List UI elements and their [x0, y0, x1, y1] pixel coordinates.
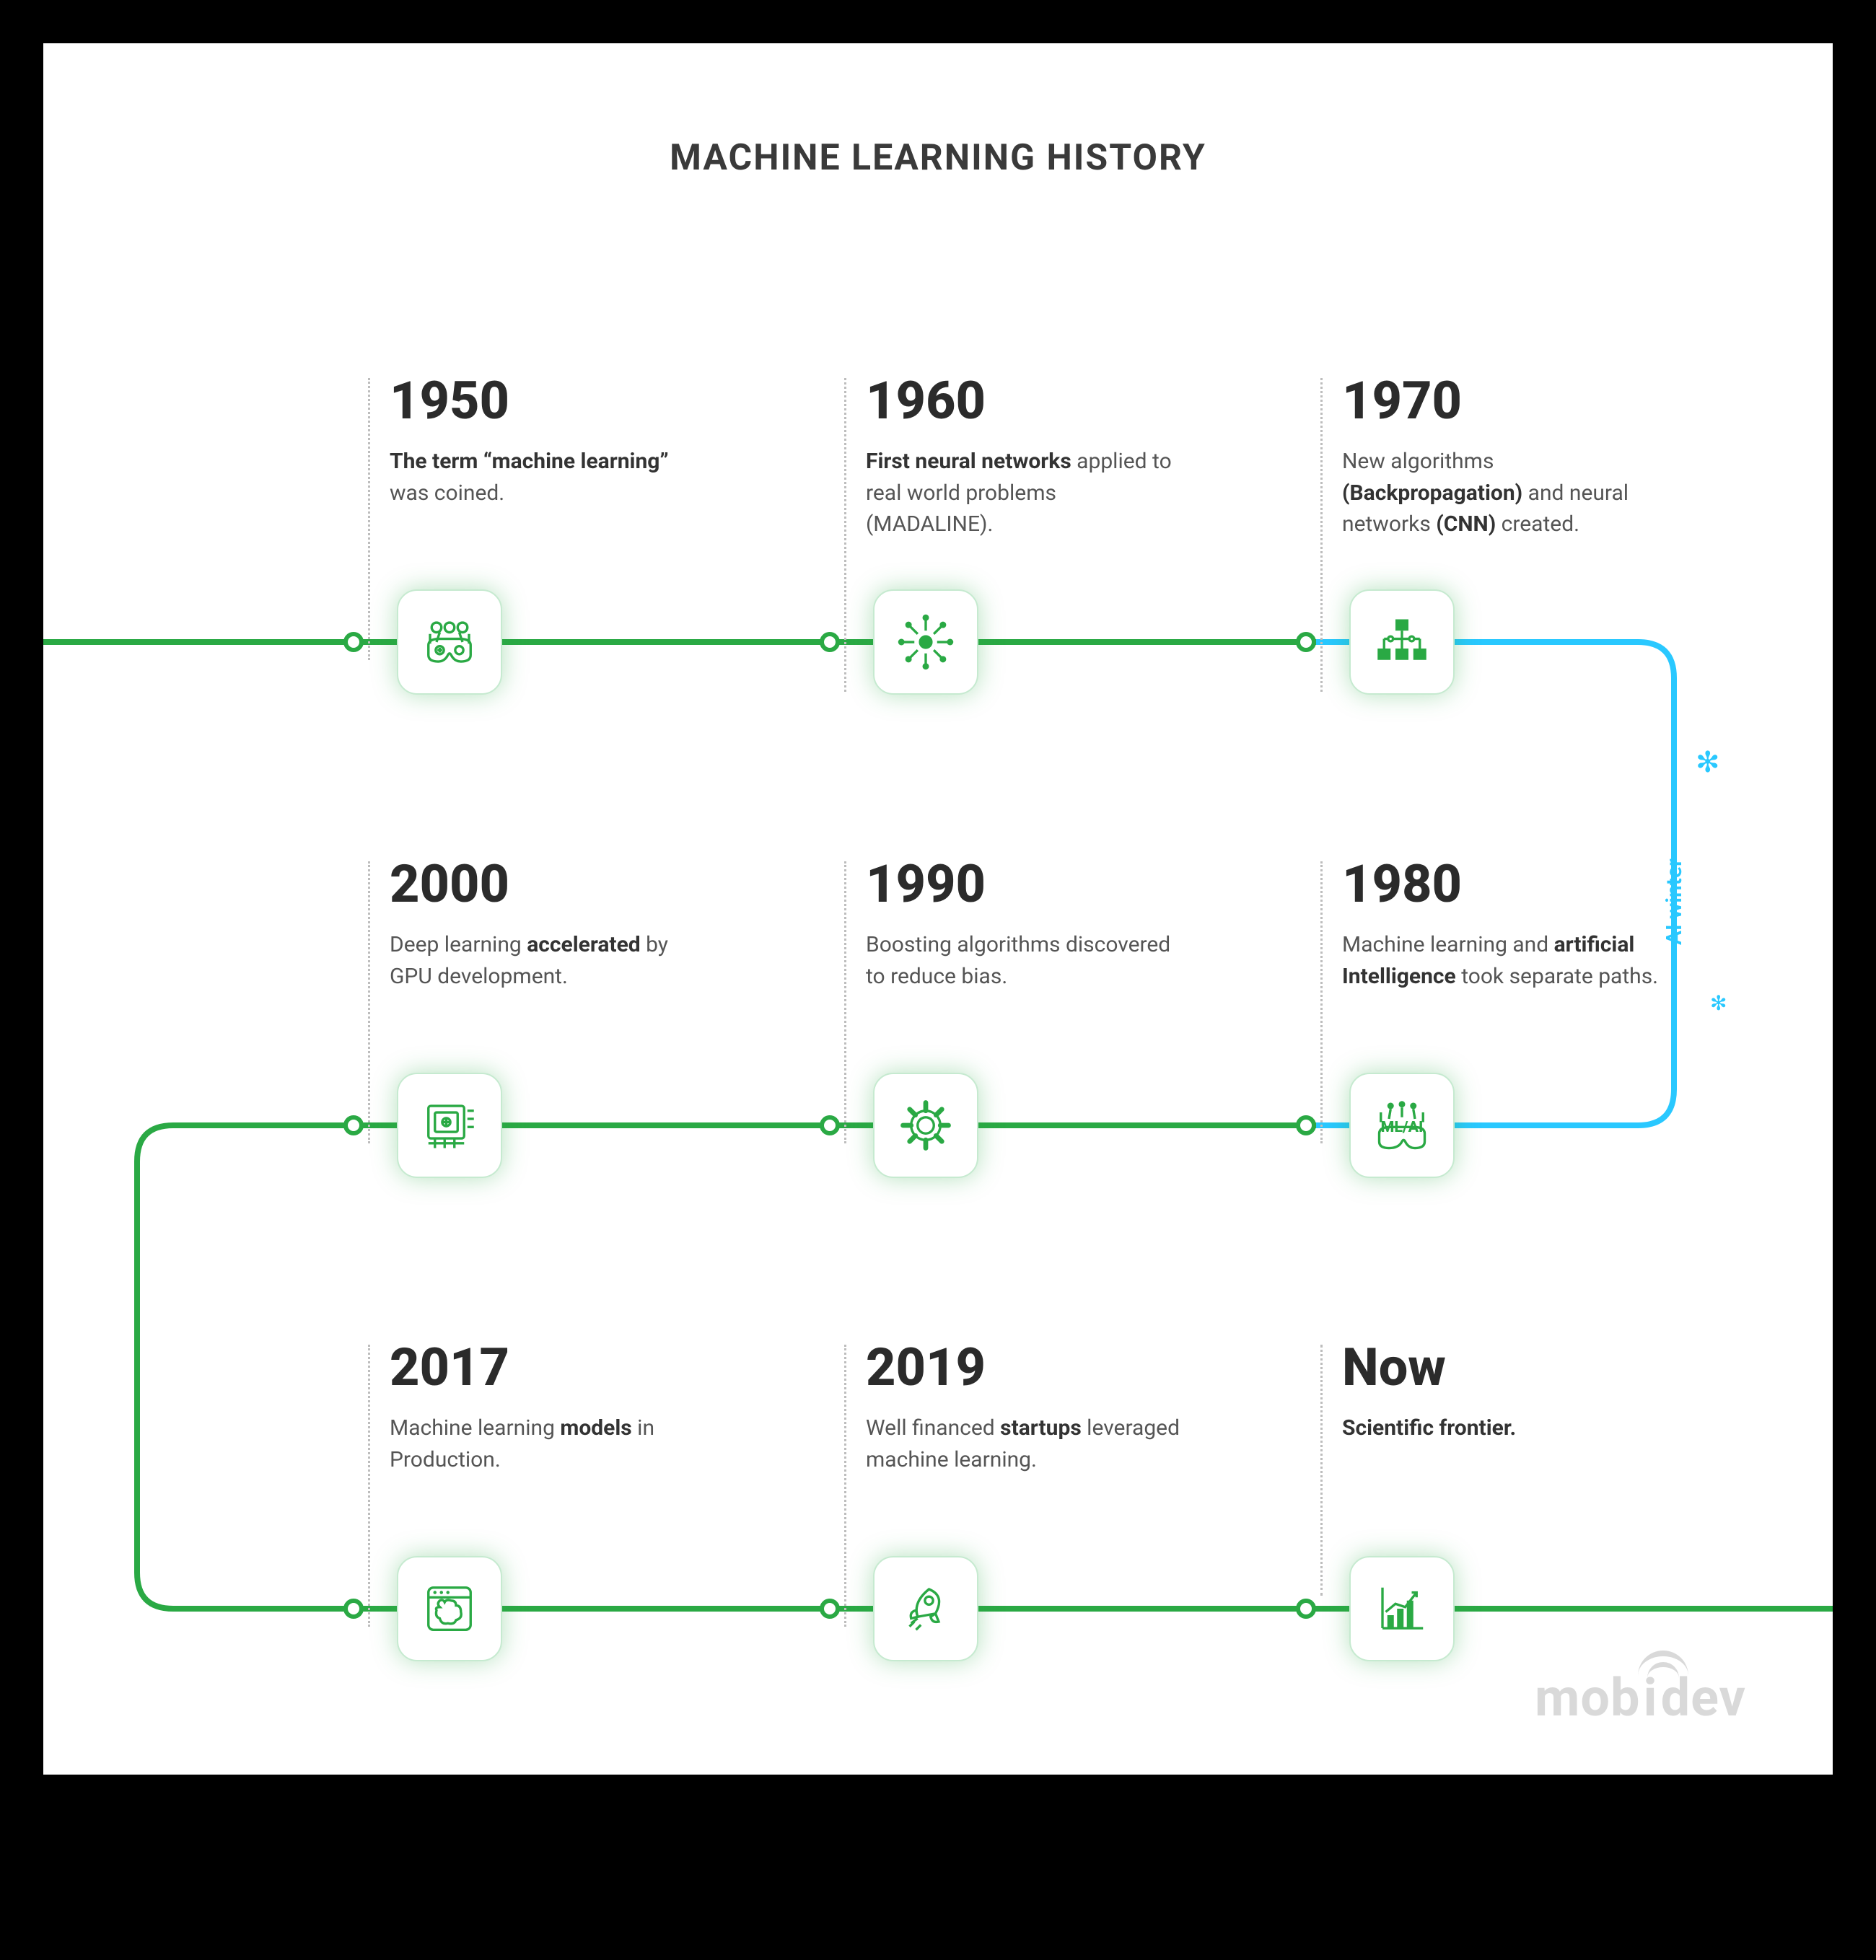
- timeline-node: [1296, 1599, 1316, 1619]
- page-outer: MACHINE LEARNING HISTORY ✻ ✻ AI winter 1…: [0, 0, 1876, 1960]
- snowflake-icon: ✻: [1696, 745, 1720, 779]
- event-description: Well financed startups leveraged machine…: [866, 1412, 1183, 1475]
- gear-icon: [873, 1073, 978, 1178]
- dotted-connector: [368, 1345, 370, 1627]
- snowflake-icon: ✻: [1710, 991, 1727, 1015]
- dotted-connector: [844, 378, 846, 692]
- timeline-node: [343, 1115, 364, 1135]
- event-year: 2017: [390, 1342, 707, 1394]
- event-description: The term “machine learning” was coined.: [390, 446, 707, 509]
- event-1960: 1960 First neural networks applied to re…: [866, 375, 1183, 540]
- dotted-connector: [368, 378, 370, 660]
- ml-ai-icon: ML/AI: [1349, 1073, 1455, 1178]
- gpu-card-icon: [397, 1073, 502, 1178]
- event-year: 1950: [390, 375, 707, 427]
- event-description: Machine learning and artificial Intellig…: [1342, 929, 1660, 992]
- event-description: Deep learning accelerated by GPU develop…: [390, 929, 707, 992]
- event-year: 1970: [1342, 375, 1660, 427]
- event-description: Scientific frontier.: [1342, 1412, 1660, 1444]
- event-2017: 2017 Machine learning models in Producti…: [390, 1342, 707, 1475]
- event-year: 1980: [1342, 858, 1660, 910]
- event-2000: 2000 Deep learning accelerated by GPU de…: [390, 858, 707, 992]
- timeline-node: [343, 1599, 364, 1619]
- timeline-node: [1296, 632, 1316, 652]
- event-year: 1990: [866, 858, 1183, 910]
- event-2019: 2019 Well financed startups leveraged ma…: [866, 1342, 1183, 1475]
- brain-window-icon: [397, 1556, 502, 1661]
- event-year: Now: [1342, 1342, 1660, 1394]
- mobidev-logo: mobidev: [1535, 1672, 1746, 1724]
- event-description: Boosting algorithms discovered to reduce…: [866, 929, 1183, 992]
- event-year: 1960: [866, 375, 1183, 427]
- dotted-connector: [1320, 1345, 1323, 1596]
- event-1950: 1950 The term “machine learning” was coi…: [390, 375, 707, 509]
- ai-winter-label: AI winter: [1662, 858, 1687, 945]
- event-1990: 1990 Boosting algorithms discovered to r…: [866, 858, 1183, 992]
- infographic-canvas: MACHINE LEARNING HISTORY ✻ ✻ AI winter 1…: [43, 43, 1833, 1775]
- tree-blocks-icon: [1349, 589, 1455, 695]
- event-description: New algorithms (Backpropagation) and neu…: [1342, 446, 1660, 540]
- dotted-connector: [1320, 861, 1323, 1143]
- goggles-icon: [397, 589, 502, 695]
- event-description: Machine learning models in Production.: [390, 1412, 707, 1475]
- event-year: 2000: [390, 858, 707, 910]
- dotted-connector: [844, 861, 846, 1143]
- timeline-node: [820, 1115, 840, 1135]
- timeline-node: [1296, 1115, 1316, 1135]
- growth-chart-icon: [1349, 1556, 1455, 1661]
- event-1970: 1970 New algorithms (Backpropagation) an…: [1342, 375, 1660, 540]
- rocket-icon: [873, 1556, 978, 1661]
- event-now: Now Scientific frontier.: [1342, 1342, 1660, 1444]
- event-description: First neural networks applied to real wo…: [866, 446, 1183, 540]
- dotted-connector: [368, 861, 370, 1143]
- timeline-node: [343, 632, 364, 652]
- event-1980: 1980 Machine learning and artificial Int…: [1342, 858, 1660, 992]
- timeline-node: [820, 1599, 840, 1619]
- dotted-connector: [844, 1345, 846, 1627]
- event-year: 2019: [866, 1342, 1183, 1394]
- timeline-node: [820, 632, 840, 652]
- dotted-connector: [1320, 378, 1323, 692]
- neural-burst-icon: [873, 589, 978, 695]
